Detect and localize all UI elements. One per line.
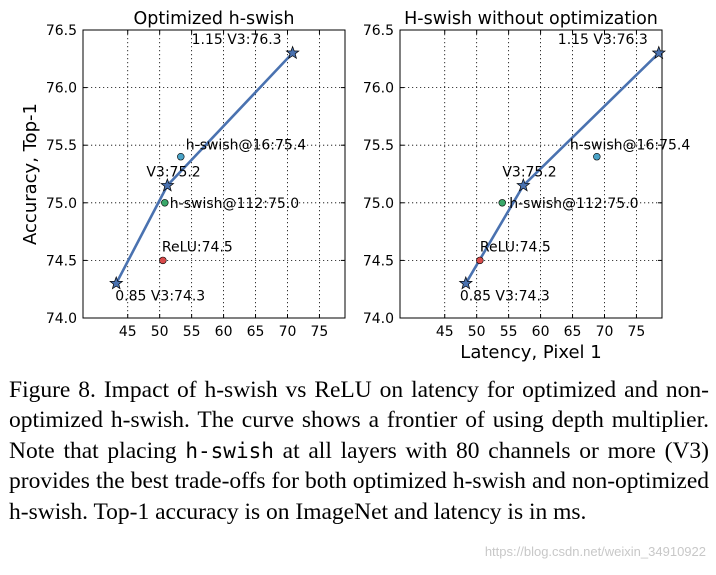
- y-tick-label: 75.0: [46, 196, 77, 212]
- point-label: h-swish@112:75.0: [170, 196, 299, 212]
- x-tick-label: 65: [247, 324, 265, 340]
- y-tick-label: 75.0: [363, 196, 394, 212]
- circle-marker: [159, 256, 167, 265]
- circle-marker: [476, 256, 484, 265]
- caption-text-start: Figure 8. Impact of h-swish vs ReLU on l…: [9, 377, 709, 464]
- star-marker: [109, 275, 124, 290]
- y-tick-label: 76.5: [363, 23, 394, 39]
- y-tick-label: 76.5: [46, 23, 77, 39]
- point-label: ReLU:74.5: [480, 239, 551, 255]
- y-tick-label: 74.0: [363, 311, 394, 327]
- point-label: h-swish@112:75.0: [509, 196, 638, 212]
- x-tick-label: 45: [436, 324, 454, 340]
- x-tick-label: 55: [183, 324, 201, 340]
- y-axis-label: Accuracy, Top-1: [20, 103, 41, 245]
- chart-panel-2: 45 50 55 60 65 70 75 74.0 74.5 75.0 75.5 76.0 76.5 H-…: [363, 9, 691, 363]
- x-tick-label: 70: [596, 324, 614, 340]
- circle-marker: [161, 199, 169, 207]
- star-marker: [651, 45, 666, 60]
- y-tick-label: 74.5: [363, 253, 394, 269]
- star-marker: [458, 275, 473, 290]
- point-label: 1.15 V3:76.3: [558, 32, 648, 48]
- axes-frame: [82, 29, 346, 319]
- caption-text-end: at all layers with 80 channels or more (…: [9, 437, 709, 525]
- y-tick-label: 75.5: [46, 138, 77, 154]
- x-tick-label: 50: [151, 324, 169, 340]
- figure-caption: Figure 8. Impact of h-swish vs ReLU on l…: [9, 375, 709, 527]
- y-tick-label: 76.0: [46, 81, 77, 97]
- chart-panel-1: 45 50 55 60 65 70 75 74.0 74.5 75.0 75.5 76.0 76.5 Op…: [20, 9, 346, 340]
- x-tick-label: 75: [311, 324, 329, 340]
- x-tick-label: 75: [628, 324, 646, 340]
- chart-title: H-swish without optimization: [404, 9, 658, 29]
- y-tick-label: 75.5: [363, 138, 394, 154]
- x-tick-label: 60: [532, 324, 550, 340]
- x-tick-label: 55: [500, 324, 518, 340]
- figure-8-charts: 45 50 55 60 65 70 75 74.0 74.5 75.0 75.5 76.0 76.5 Op…: [20, 9, 691, 363]
- point-label: 1.15 V3:76.3: [192, 32, 282, 48]
- circle-marker: [177, 153, 185, 161]
- x-tick-label: 45: [119, 324, 137, 340]
- point-label: V3:75.2: [146, 165, 200, 181]
- point-label: V3:75.2: [502, 165, 556, 181]
- point-label: 0.85 V3:74.3: [460, 288, 550, 304]
- caption-code-h-swish: h-swish: [185, 438, 274, 463]
- x-tick-label: 60: [215, 324, 233, 340]
- point-label: h-swish@16:75.4: [570, 138, 691, 154]
- axes-frame: [399, 29, 663, 319]
- chart-title: Optimized h-swish: [133, 9, 294, 29]
- star-marker: [516, 178, 531, 192]
- circle-marker: [593, 153, 601, 161]
- point-label: ReLU:74.5: [162, 239, 233, 255]
- point-label: h-swish@16:75.4: [186, 138, 307, 154]
- star-marker: [160, 178, 175, 192]
- point-label: 0.85 V3:74.3: [115, 288, 205, 304]
- x-tick-label: 70: [279, 324, 297, 340]
- x-axis-label: Latency, Pixel 1: [460, 342, 601, 363]
- x-tick-label: 50: [468, 324, 486, 340]
- star-marker: [285, 45, 300, 60]
- circle-marker: [498, 199, 506, 207]
- y-tick-label: 74.0: [46, 311, 77, 327]
- watermark: https://blog.csdn.net/weixin_34910922: [484, 544, 706, 559]
- y-tick-label: 76.0: [363, 81, 394, 97]
- y-tick-label: 74.5: [46, 253, 77, 269]
- x-tick-label: 65: [564, 324, 582, 340]
